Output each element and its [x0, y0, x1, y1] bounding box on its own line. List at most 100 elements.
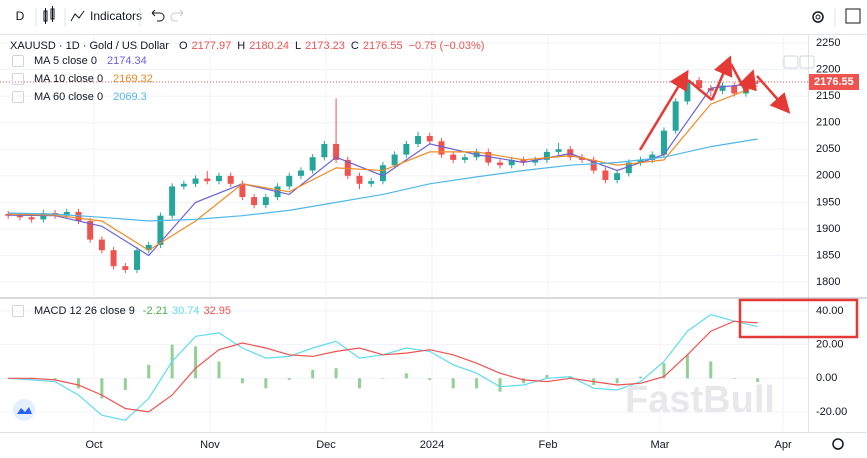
candle-body — [333, 143, 340, 160]
histogram-bar — [311, 369, 315, 379]
indicators-icon[interactable] — [70, 10, 85, 22]
y-tick-label: 1950 — [816, 196, 840, 208]
ma-line — [8, 82, 758, 257]
histogram-bar — [100, 378, 104, 399]
collapse-box[interactable] — [12, 305, 24, 317]
candle-body — [28, 217, 35, 220]
ohlc-value: 2176.55 — [362, 40, 403, 52]
candle-body — [227, 175, 234, 184]
last-price-label: 2176.55 — [814, 76, 854, 88]
candle-body — [696, 80, 703, 89]
legend-value: 2069.3 — [113, 91, 147, 103]
visibility-box[interactable] — [12, 55, 24, 67]
legend-value: 2169.32 — [113, 73, 153, 85]
histogram-bar — [732, 378, 736, 379]
candle-body — [649, 154, 656, 160]
histogram-bar — [662, 363, 666, 379]
histogram-bar — [123, 378, 127, 391]
candle-body — [754, 81, 761, 83]
histogram-bar — [685, 354, 689, 379]
x-tick-label: Mar — [651, 439, 670, 451]
candle-body — [532, 159, 539, 163]
histogram-bar — [498, 378, 502, 392]
reset-button[interactable] — [799, 55, 815, 69]
histogram-bar — [756, 378, 760, 382]
candle-body — [461, 157, 468, 160]
symbol-title: XAUUSD · 1D · Gold / US Dollar — [10, 40, 169, 52]
histogram-bar — [76, 378, 80, 389]
histogram-bar — [147, 364, 151, 379]
candle-body — [403, 143, 410, 155]
candle-body — [286, 175, 293, 187]
y-tick-label: 1850 — [816, 249, 840, 261]
last-price-tag — [809, 74, 859, 91]
candle-body — [309, 157, 316, 171]
visibility-box[interactable] — [12, 91, 24, 103]
y-tick-label: 2000 — [816, 170, 840, 182]
candle-body — [719, 85, 726, 91]
histogram-bar — [568, 376, 572, 379]
candle-body — [356, 175, 363, 184]
symbol-legend: XAUUSD · 1D · Gold / US Dollar O 2177.97 … — [10, 40, 486, 52]
candle-body — [731, 85, 738, 94]
x-tick-label: Feb — [539, 439, 558, 451]
candle-body — [614, 173, 621, 181]
settings-icon — [815, 14, 821, 20]
candle-body — [660, 130, 667, 155]
candle-body — [262, 197, 269, 206]
candle-body — [344, 159, 351, 176]
y-tick-label: 40.00 — [816, 305, 844, 317]
x-tick-label: Dec — [316, 439, 336, 451]
histogram-bar — [475, 378, 479, 389]
histogram-bar — [428, 378, 432, 380]
candle-body — [672, 101, 679, 131]
candle-body — [192, 178, 199, 184]
candle-type-icon[interactable] — [43, 6, 55, 24]
y-tick-label: -20.00 — [816, 406, 847, 418]
ohlc-label: O — [178, 40, 188, 52]
y-tick-label: 2250 — [816, 37, 840, 49]
y-tick-label: 1800 — [816, 276, 840, 288]
legend-name: MA 60 close 0 — [34, 91, 104, 103]
candle-body — [169, 186, 176, 216]
redo-button[interactable] — [170, 9, 184, 22]
x-tick-label: Apr — [774, 439, 791, 451]
y-tick-label: 2150 — [816, 90, 840, 102]
candle-body — [110, 250, 117, 267]
candle-body — [215, 175, 222, 182]
candle-body — [251, 197, 258, 206]
candle-body — [75, 211, 82, 222]
interval-button[interactable]: D — [16, 9, 25, 23]
candle-body — [87, 221, 94, 240]
signal-value: 32.95 — [203, 305, 232, 317]
visibility-box[interactable] — [12, 73, 24, 85]
y-tick-label: 2200 — [816, 63, 840, 75]
candle-body — [98, 239, 105, 251]
fullscreen-button[interactable] — [845, 8, 861, 24]
x-tick-label: Oct — [85, 439, 102, 451]
histogram-bar — [545, 374, 549, 379]
legend-name: MA 10 close 0 — [34, 73, 104, 85]
candle-body — [239, 183, 246, 198]
histogram-bar — [217, 361, 221, 379]
macd-title: MACD 12 26 close 9 — [34, 305, 135, 317]
settings-button[interactable] — [812, 11, 824, 23]
y-tick-label: 20.00 — [816, 339, 844, 351]
histogram-bar — [334, 368, 338, 379]
scroll-button[interactable] — [783, 55, 799, 69]
candle-body — [555, 149, 562, 152]
ma-line — [8, 138, 758, 222]
histogram-bar — [194, 346, 198, 379]
candle-body — [520, 159, 527, 163]
candle-body — [145, 244, 152, 251]
candle-body — [321, 143, 328, 158]
x-tick-label: 2024 — [420, 439, 444, 451]
candle-body — [497, 162, 504, 166]
histogram-bar — [639, 376, 643, 379]
indicators-button[interactable]: Indicators — [90, 9, 142, 23]
undo-button[interactable] — [151, 9, 165, 22]
drawn-arrows — [638, 55, 791, 151]
axis-settings[interactable] — [832, 438, 844, 450]
